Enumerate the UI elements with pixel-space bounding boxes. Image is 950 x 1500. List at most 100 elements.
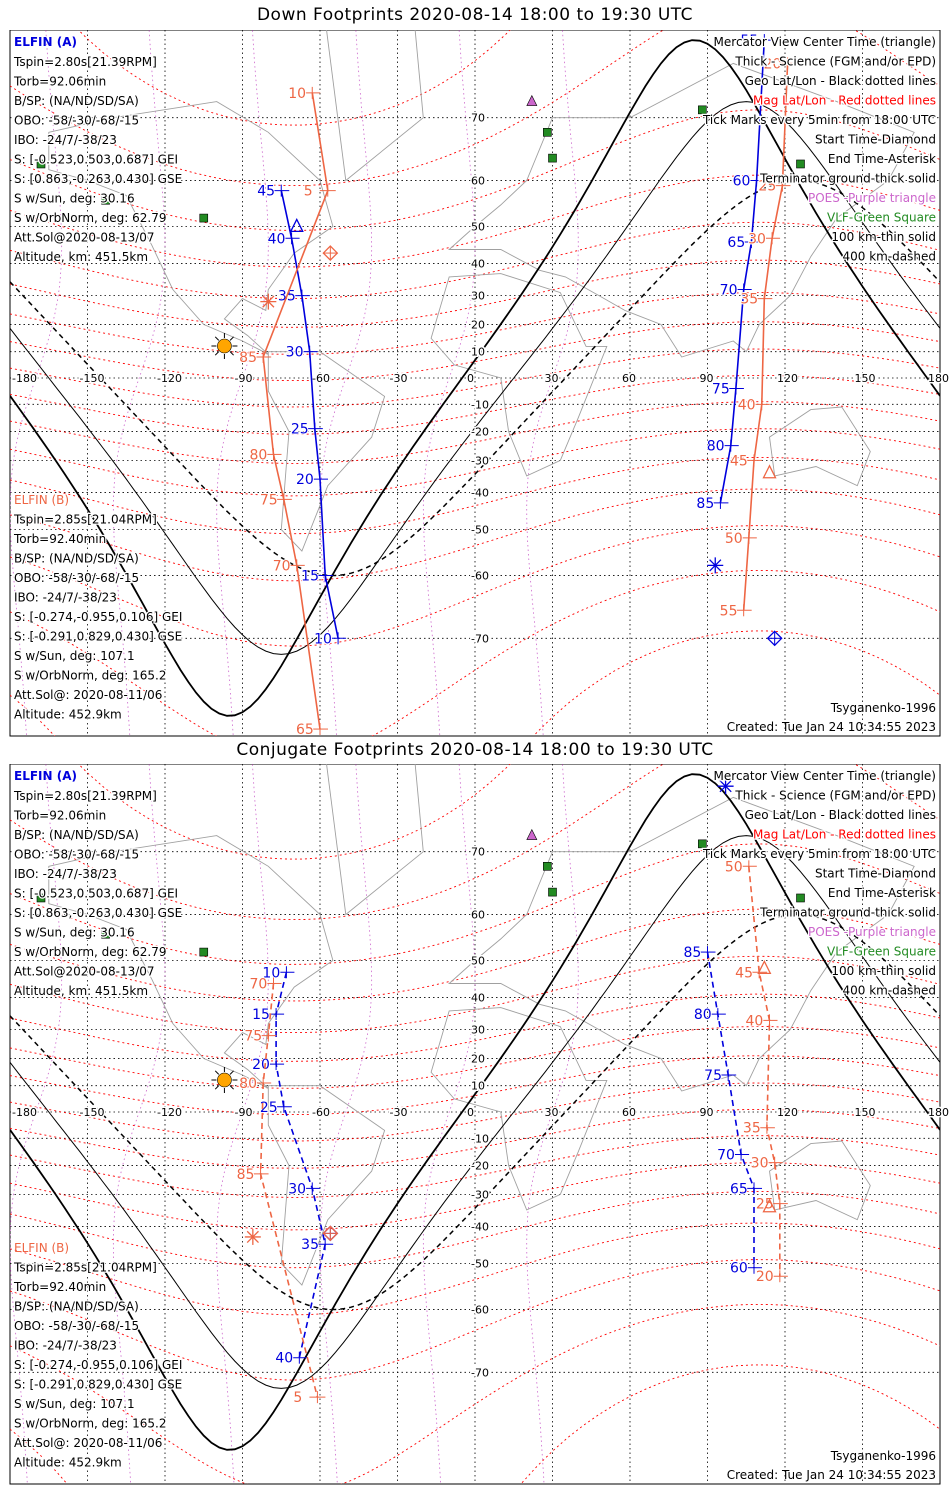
- legend-entry: Mag Lat/Lon - Red dotted lines: [753, 828, 936, 842]
- chart-down-footprints: -180 -150 -120 -90 -60 -30 0 30 60 90 120 150 180 70 6…: [9, 30, 950, 739]
- start-diamond: [322, 245, 339, 261]
- elfin-a-info-line: B/SP: (NA/ND/SD/SA): [14, 828, 139, 842]
- elfin-b-info-line: S w/Sun, deg: 107.1: [14, 1397, 135, 1411]
- lat-tick-label: 70: [471, 112, 485, 125]
- tick-label: 35: [743, 1121, 761, 1137]
- tick-label: 10: [262, 965, 280, 981]
- created-label: Created: Tue Jan 24 10:34:55 2023: [727, 1468, 936, 1482]
- elfin-a-info-line: B/SP: (NA/ND/SD/SA): [14, 94, 139, 108]
- lon-tick-label: -30: [390, 1106, 408, 1119]
- elfin-a-info-line: OBO: -58/-30/-68/-15: [14, 848, 139, 862]
- sun-ray: [229, 351, 234, 356]
- map-layer: [10, 764, 940, 1484]
- lon-tick-label: -120: [157, 372, 182, 385]
- elfin-b-info-line: Tspin=2.85s[21.04RPM]: [13, 1261, 157, 1275]
- vlf-square: [543, 128, 552, 137]
- legend-entry: VLF-Green Square: [827, 211, 936, 225]
- lat-tick-label: 70: [471, 846, 485, 859]
- lon-tick-label: -180: [12, 1106, 37, 1119]
- mag-latitude-line: [10, 1303, 940, 1484]
- legend-entry: Thick - Science (FGM and/or EPD): [734, 55, 936, 69]
- elfin-b-info-line: IBO: -24/7/-38/23: [14, 591, 117, 605]
- terminator-400km: [10, 913, 940, 1311]
- vlf-square: [36, 159, 46, 169]
- tick-label: 40: [746, 1013, 764, 1029]
- tick-label: 30: [288, 1181, 306, 1197]
- lon-tick-label: -120: [157, 1106, 182, 1119]
- tick-label: 15: [252, 1007, 270, 1023]
- mag-latitude-line: [10, 428, 940, 497]
- elfin-b-info-line: Torb=92.40min: [13, 1280, 106, 1294]
- elfin-b-info-line: S w/OrbNorm, deg: 165.2: [14, 1417, 166, 1431]
- tick-label: 70: [250, 976, 268, 992]
- legend-entry: 400 km-dashed: [842, 250, 936, 264]
- elfin-a-info-line: OBO: -58/-30/-68/-15: [14, 114, 139, 128]
- lat-tick-label: -50: [471, 1258, 489, 1271]
- elfin-a-info-line: S: [0.863,-0.263,0.430] GSE: [14, 172, 182, 186]
- tick-label: 40: [275, 1351, 293, 1367]
- tick-label: 75: [712, 381, 730, 397]
- tick-label: 30: [286, 345, 304, 361]
- mag-meridian: [112, 30, 166, 736]
- lat-tick-label: -20: [471, 1159, 489, 1172]
- lon-tick-label: 60: [622, 1106, 636, 1119]
- elfin-b-info-line: B/SP: (NA/ND/SD/SA): [14, 1300, 139, 1314]
- elfin-a-name: ELFIN (A): [14, 35, 77, 49]
- tick-label: 60: [730, 1261, 748, 1277]
- tick-label: 30: [751, 1156, 769, 1172]
- elfin-a-altitude: Altitude, km: 451.5km: [14, 984, 148, 998]
- tick-label: 35: [301, 1237, 319, 1253]
- end-asterisk: [262, 295, 275, 308]
- lon-tick-label: -30: [390, 372, 408, 385]
- elfin-b-name: ELFIN (B): [14, 493, 69, 507]
- legend-entry: Mag Lat/Lon - Red dotted lines: [753, 94, 936, 108]
- tick-label: 5: [293, 1390, 302, 1406]
- vlf-square: [543, 862, 552, 871]
- lon-tick-label: 0: [467, 1106, 474, 1119]
- lon-tick-label: 120: [777, 1106, 798, 1119]
- lon-tick-label: 180: [928, 1106, 949, 1119]
- mag-latitude-line: [10, 259, 940, 328]
- elfin-a-info-line: S: [0.863,-0.263,0.430] GSE: [14, 906, 182, 920]
- vlf-square: [698, 839, 707, 849]
- lat-tick-label: 60: [471, 174, 485, 187]
- sun-ray: [229, 336, 234, 341]
- lat-tick-label: -70: [471, 632, 489, 645]
- tick-label: 55: [720, 603, 738, 619]
- lat-tick-label: -30: [471, 1188, 489, 1201]
- elfin-b-info-line: S: [-0.274,-0.955,0.106] GEI: [14, 1358, 182, 1372]
- lat-tick-label: 60: [471, 908, 485, 921]
- legend-entry: POES -Purple triangle: [808, 191, 936, 205]
- elfin-b-info-line: Tspin=2.85s[21.04RPM]: [13, 513, 157, 527]
- mag-meridian: [112, 764, 166, 1484]
- end-asterisk: [719, 780, 732, 793]
- elfin-a-info-line: Tspin=2.80s[21.39RPM]: [13, 55, 157, 69]
- legend-entry: End Time-Asterisk: [828, 886, 936, 900]
- coastline: [48, 835, 334, 1089]
- tick-label: 25: [758, 179, 776, 195]
- tick-label: 40: [268, 231, 286, 247]
- lat-tick-label: 50: [471, 954, 485, 967]
- created-label: Created: Tue Jan 24 10:34:55 2023: [727, 720, 936, 734]
- tick-label: 80: [707, 439, 725, 455]
- tick-label: 10: [288, 86, 306, 102]
- coastline: [769, 406, 871, 487]
- vlf-square: [548, 887, 557, 897]
- lon-tick-label: -150: [80, 1106, 105, 1119]
- poes-triangle: [526, 828, 538, 840]
- mag-latitude-line: [10, 955, 940, 1034]
- mag-meridian: [319, 30, 373, 736]
- tick-label: 75: [244, 1029, 262, 1045]
- vlf-square: [199, 213, 209, 223]
- tick-label: 65: [727, 235, 745, 251]
- terminator-ground: [10, 773, 940, 1451]
- mag-latitude-line: [10, 1135, 940, 1198]
- mag-meridian: [319, 764, 373, 1484]
- coastline: [430, 1007, 608, 1211]
- tick-label: 80: [250, 447, 268, 463]
- lat-tick-label: 20: [471, 319, 485, 332]
- vlf-square: [698, 105, 707, 115]
- elfin-a-altitude: Altitude, km: 451.5km: [14, 250, 148, 264]
- map-layer: [10, 30, 940, 736]
- elfin-a-info-line: Torb=92.06min: [13, 75, 106, 89]
